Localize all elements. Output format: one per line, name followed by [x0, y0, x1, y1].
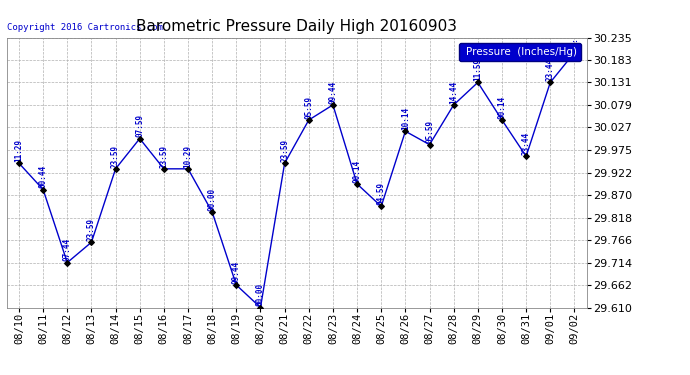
- Text: 05:59: 05:59: [425, 120, 434, 143]
- Point: [448, 102, 460, 108]
- Text: 05:59: 05:59: [304, 96, 313, 119]
- Legend: Pressure  (Inches/Hg): Pressure (Inches/Hg): [459, 43, 581, 61]
- Text: 09:44: 09:44: [232, 261, 241, 284]
- Point: [182, 166, 193, 172]
- Point: [520, 153, 531, 159]
- Title: Barometric Pressure Daily High 20160903: Barometric Pressure Daily High 20160903: [136, 18, 457, 33]
- Text: 10:14: 10:14: [401, 107, 410, 130]
- Text: 23:59: 23:59: [111, 144, 120, 168]
- Text: 00:14: 00:14: [353, 159, 362, 183]
- Point: [424, 142, 435, 148]
- Text: 10:: 10:: [570, 38, 579, 51]
- Text: 23:44: 23:44: [522, 132, 531, 155]
- Point: [110, 166, 121, 172]
- Point: [375, 203, 386, 209]
- Text: 23:59: 23:59: [280, 139, 289, 162]
- Text: 09:44: 09:44: [328, 81, 337, 104]
- Text: Copyright 2016 Cartronics.com: Copyright 2016 Cartronics.com: [7, 23, 163, 32]
- Point: [279, 160, 290, 166]
- Point: [351, 181, 363, 187]
- Text: 23:59: 23:59: [159, 144, 168, 168]
- Text: 23:44: 23:44: [546, 58, 555, 81]
- Text: 07:59: 07:59: [135, 114, 144, 137]
- Text: 23:59: 23:59: [87, 218, 96, 241]
- Text: 07:44: 07:44: [63, 238, 72, 261]
- Point: [569, 50, 580, 55]
- Point: [230, 282, 241, 288]
- Point: [207, 209, 218, 215]
- Point: [545, 80, 556, 86]
- Text: 14:44: 14:44: [449, 81, 458, 104]
- Point: [255, 304, 266, 310]
- Text: 00:44: 00:44: [39, 165, 48, 188]
- Text: 00:00: 00:00: [208, 188, 217, 211]
- Point: [62, 260, 73, 266]
- Point: [134, 136, 145, 142]
- Point: [400, 128, 411, 134]
- Text: 04:59: 04:59: [377, 182, 386, 205]
- Point: [303, 117, 314, 123]
- Text: 11:29: 11:29: [14, 139, 23, 162]
- Point: [14, 160, 25, 166]
- Text: 00:14: 00:14: [497, 96, 506, 119]
- Point: [497, 117, 508, 123]
- Point: [37, 187, 48, 193]
- Point: [158, 166, 169, 172]
- Point: [472, 80, 483, 86]
- Point: [328, 102, 339, 108]
- Text: 10:29: 10:29: [184, 144, 193, 168]
- Text: 00:00: 00:00: [256, 283, 265, 306]
- Text: 11:59: 11:59: [473, 58, 482, 81]
- Point: [86, 239, 97, 245]
